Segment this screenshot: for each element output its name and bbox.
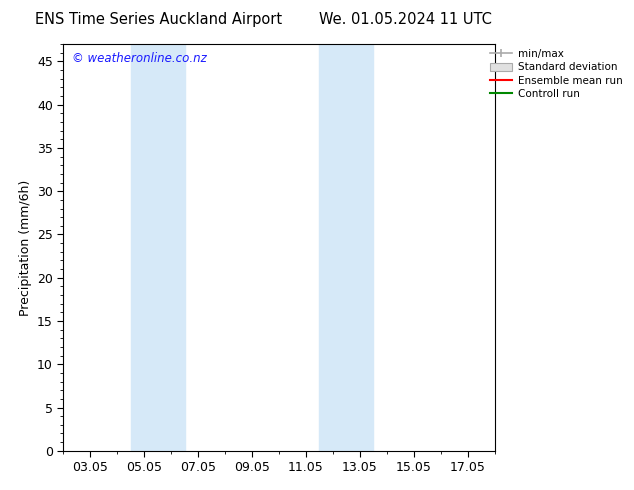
Text: ENS Time Series Auckland Airport: ENS Time Series Auckland Airport [35,12,282,27]
Bar [320,44,373,451]
Text: © weatheronline.co.nz: © weatheronline.co.nz [72,52,207,65]
Bar [131,44,184,451]
Y-axis label: Precipitation (mm/6h): Precipitation (mm/6h) [18,179,32,316]
Text: We. 01.05.2024 11 UTC: We. 01.05.2024 11 UTC [320,12,492,27]
Legend: min/max, Standard deviation, Ensemble mean run, Controll run: min/max, Standard deviation, Ensemble me… [489,49,623,98]
